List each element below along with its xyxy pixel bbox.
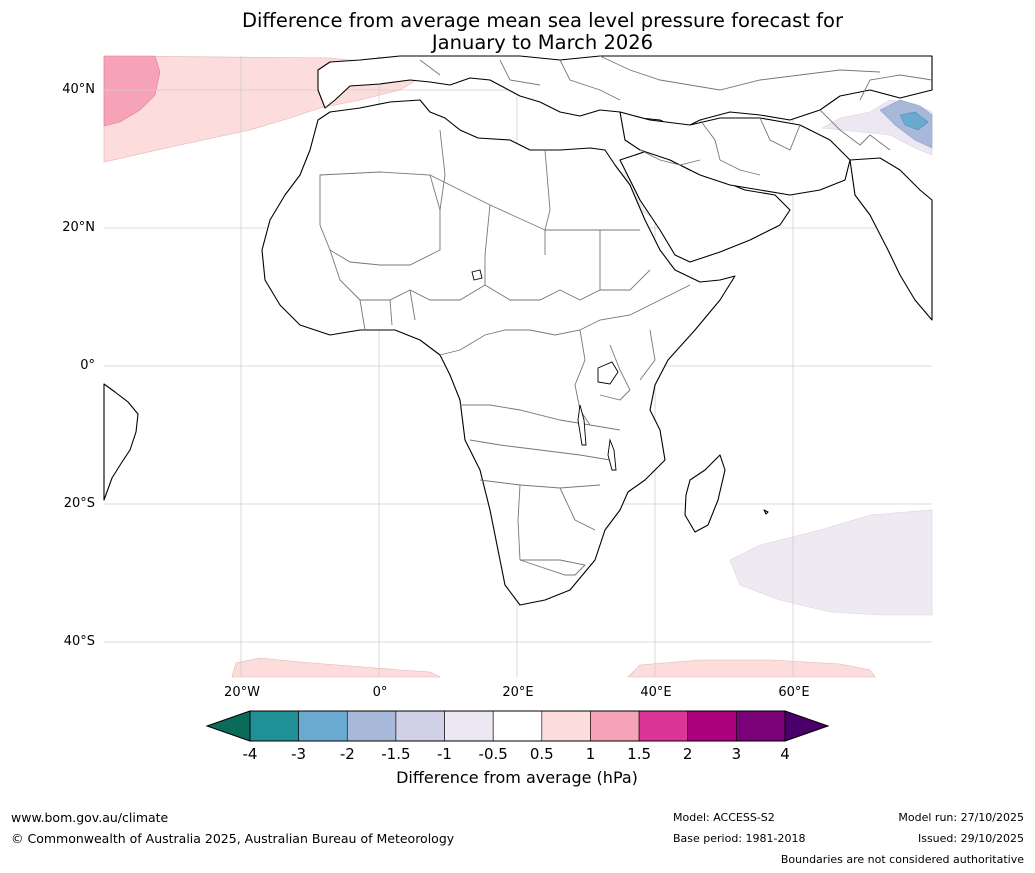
lake-tanganyika [577, 404, 587, 446]
colorbar-swatch [298, 710, 348, 742]
lon-label-60e: 60°E [778, 685, 810, 700]
colorbar-extend-low [205, 710, 251, 742]
lon-label-20e: 20°E [502, 685, 534, 700]
lake-malawi [607, 438, 617, 471]
footer-issued: Issued: 29/10/2025 [917, 832, 1024, 845]
chart-title: Difference from average mean sea level p… [0, 10, 1035, 54]
colorbar-swatch [346, 710, 397, 742]
footer-url[interactable]: www.bom.gov.au/climate [11, 810, 169, 825]
anomaly-negative-tibet-strong [899, 111, 929, 131]
colorbar-label: Difference from average (hPa) [396, 768, 638, 787]
lake-chad [471, 269, 483, 281]
anomaly-positive-southern-indian [627, 659, 876, 678]
colorbar-tick: 2 [682, 745, 693, 763]
anomaly-positive-south-atlantic [231, 657, 441, 678]
lat-label-20n: 20°N [62, 220, 95, 235]
colorbar-outline [249, 710, 786, 742]
lakes [471, 269, 619, 471]
colorbar-tick: -2 [339, 745, 355, 763]
colorbar-swatch [590, 710, 640, 742]
lat-label-40n: 40°N [62, 82, 95, 97]
colorbar-tick: -1.5 [381, 745, 411, 763]
colorbar-tick: 1.5 [627, 745, 652, 763]
anomaly-strong-positive-north-atlantic [103, 55, 161, 127]
colorbar-swatches [249, 710, 786, 742]
lon-label-40e: 40°E [640, 685, 672, 700]
colorbar-tick: -4 [242, 745, 258, 763]
arabian-sea-island [763, 509, 769, 515]
title-line-2: January to March 2026 [431, 31, 654, 54]
lake-victoria [597, 361, 619, 385]
footer-disclaimer: Boundaries are not considered authoritat… [780, 853, 1024, 866]
colorbar-tick: -1 [437, 745, 452, 763]
footer-base-period: Base period: 1981-2018 [673, 832, 806, 845]
lat-label-40s: 40°S [63, 634, 95, 649]
colorbar-swatch [395, 710, 445, 742]
footer-model: Model: ACCESS-S2 [673, 811, 775, 824]
colorbar-swatch [687, 710, 737, 742]
colorbar-tick: -3 [291, 745, 307, 763]
footer-copyright: © Commonwealth of Australia 2025, Austra… [11, 831, 455, 846]
colorbar-tick: 1 [585, 745, 596, 763]
colorbar-tick: -0.5 [478, 745, 508, 763]
lat-label-20s: 20°S [63, 496, 95, 511]
india-landmass [849, 157, 933, 321]
footer-model-run: Model run: 27/10/2025 [898, 811, 1024, 824]
colorbar-swatch [444, 710, 494, 742]
lon-label-20w: 20°W [224, 685, 260, 700]
country-borders [319, 55, 933, 576]
colorbar-swatch [249, 710, 299, 742]
colorbar-tick: 0.5 [529, 745, 554, 763]
colorbar [205, 710, 830, 742]
title-line-1: Difference from average mean sea level p… [242, 9, 843, 32]
madagascar [684, 454, 726, 533]
africa-landmass [261, 99, 736, 606]
map-panel [103, 55, 933, 678]
anomaly-negative-indian-ocean [729, 509, 933, 616]
coastlines [103, 55, 933, 606]
colorbar-swatch [736, 710, 786, 742]
middle-east-landmass [619, 111, 851, 196]
colorbar-tick: 4 [780, 745, 790, 763]
lon-label-0: 0° [372, 685, 388, 700]
lat-label-0: 0° [80, 358, 95, 373]
colorbar-extend-high [784, 710, 830, 742]
colorbar-swatch [541, 710, 591, 742]
colorbar-tick: 3 [731, 745, 742, 763]
colorbar-swatch [638, 710, 689, 742]
south-america-coast [103, 383, 139, 501]
colorbar-swatch [492, 710, 543, 742]
